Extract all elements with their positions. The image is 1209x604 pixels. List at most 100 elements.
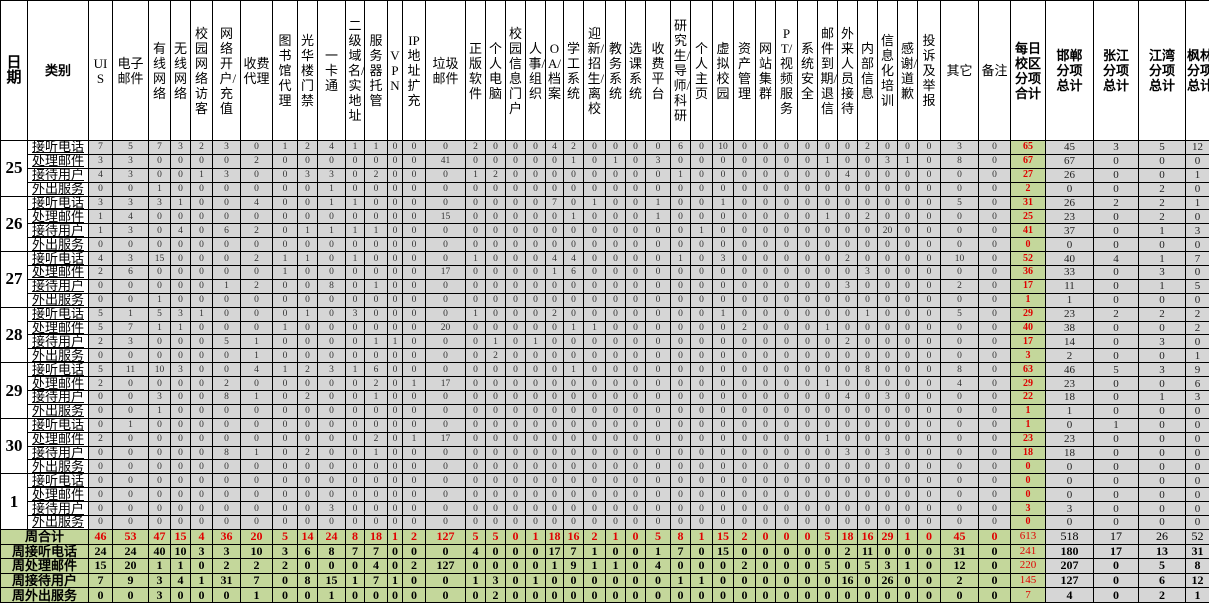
campus-total-cell[interactable]: 1 bbox=[1185, 348, 1209, 364]
data-cell[interactable]: 0 bbox=[978, 417, 1011, 433]
campus-total-cell[interactable]: 38 bbox=[1045, 320, 1094, 336]
summary-cell[interactable]: 3 bbox=[272, 543, 298, 560]
data-cell[interactable]: 0 bbox=[190, 376, 213, 392]
data-cell[interactable]: 0 bbox=[170, 251, 191, 267]
data-cell[interactable]: 0 bbox=[797, 181, 818, 197]
campus-total-cell[interactable]: 0 bbox=[1138, 320, 1186, 336]
data-cell[interactable]: 0 bbox=[465, 362, 486, 378]
data-cell[interactable]: 0 bbox=[345, 487, 365, 503]
data-cell[interactable]: 0 bbox=[345, 445, 365, 461]
data-cell[interactable]: 0 bbox=[190, 223, 213, 239]
summary-cell[interactable]: 0 bbox=[525, 543, 546, 560]
campus-total-cell[interactable]: 2 bbox=[1093, 195, 1139, 211]
data-cell[interactable]: 0 bbox=[345, 153, 365, 169]
summary-cell[interactable]: 0 bbox=[817, 572, 838, 589]
summary-cell[interactable]: 1 bbox=[583, 558, 606, 574]
data-cell[interactable]: 1 bbox=[317, 223, 346, 239]
data-cell[interactable]: 0 bbox=[170, 376, 191, 392]
data-cell[interactable]: 0 bbox=[877, 376, 898, 392]
data-cell[interactable]: 0 bbox=[425, 237, 466, 253]
data-cell[interactable]: 0 bbox=[857, 348, 878, 364]
data-cell[interactable]: 0 bbox=[775, 265, 798, 280]
data-cell[interactable]: 0 bbox=[670, 334, 691, 350]
data-cell[interactable]: 0 bbox=[525, 251, 546, 267]
summary-cell[interactable]: 0 bbox=[545, 587, 564, 603]
data-cell[interactable]: 0 bbox=[690, 431, 713, 447]
summary-cell[interactable]: 16 bbox=[857, 528, 878, 545]
category-cell[interactable]: 外出服务 bbox=[27, 515, 89, 530]
campus-total-cell[interactable]: 0 bbox=[1093, 209, 1139, 225]
summary-campus-cell[interactable]: 180 bbox=[1045, 543, 1094, 560]
data-cell[interactable]: 0 bbox=[485, 153, 506, 169]
summary-cell[interactable]: 11 bbox=[857, 543, 878, 560]
data-cell[interactable]: 0 bbox=[917, 390, 941, 405]
summary-cell[interactable]: 0 bbox=[755, 587, 776, 603]
data-cell[interactable]: 2 bbox=[88, 334, 113, 350]
data-cell[interactable]: 0 bbox=[837, 320, 858, 336]
summary-cell[interactable]: 2 bbox=[402, 558, 426, 574]
data-cell[interactable]: 0 bbox=[857, 459, 878, 475]
data-cell[interactable]: 0 bbox=[775, 209, 798, 225]
data-cell[interactable]: 0 bbox=[625, 140, 646, 155]
data-cell[interactable]: 4 bbox=[240, 195, 273, 211]
data-cell[interactable]: 0 bbox=[645, 403, 671, 419]
data-cell[interactable]: 0 bbox=[978, 251, 1011, 267]
data-cell[interactable]: 0 bbox=[170, 473, 191, 489]
data-cell[interactable]: 0 bbox=[897, 417, 918, 433]
data-cell[interactable]: 0 bbox=[402, 501, 426, 517]
data-cell[interactable]: 0 bbox=[733, 278, 756, 294]
data-cell[interactable]: 0 bbox=[940, 209, 979, 225]
summary-cell[interactable]: 1 bbox=[670, 572, 691, 589]
daily-total-cell[interactable]: 0 bbox=[1010, 515, 1046, 530]
summary-cell[interactable]: 0 bbox=[297, 587, 318, 603]
data-cell[interactable]: 0 bbox=[605, 181, 626, 197]
summary-cell[interactable]: 7 bbox=[240, 572, 273, 589]
data-cell[interactable]: 1 bbox=[690, 223, 713, 239]
data-cell[interactable]: 2 bbox=[240, 153, 273, 169]
data-cell[interactable]: 0 bbox=[465, 278, 486, 294]
summary-cell[interactable]: 5 bbox=[817, 558, 838, 574]
data-cell[interactable]: 0 bbox=[525, 223, 546, 239]
data-cell[interactable]: 0 bbox=[297, 348, 318, 364]
data-cell[interactable]: 0 bbox=[605, 501, 626, 517]
summary-cell[interactable]: 0 bbox=[505, 543, 526, 560]
data-cell[interactable]: 0 bbox=[387, 140, 403, 155]
data-cell[interactable]: 0 bbox=[625, 195, 646, 211]
campus-total-cell[interactable]: 0 bbox=[1138, 445, 1186, 461]
category-cell[interactable]: 处理邮件 bbox=[27, 153, 89, 169]
data-cell[interactable]: 0 bbox=[733, 251, 756, 267]
summary-cell[interactable]: 0 bbox=[387, 543, 403, 560]
data-cell[interactable]: 1 bbox=[190, 306, 213, 322]
data-cell[interactable]: 0 bbox=[897, 445, 918, 461]
data-cell[interactable]: 0 bbox=[212, 473, 241, 489]
data-cell[interactable]: 0 bbox=[755, 251, 776, 267]
data-cell[interactable]: 0 bbox=[272, 403, 298, 419]
data-cell[interactable]: 0 bbox=[545, 473, 564, 489]
data-cell[interactable]: 0 bbox=[317, 417, 346, 433]
campus-total-cell[interactable]: 0 bbox=[1045, 417, 1094, 433]
summary-cell[interactable]: 8 bbox=[317, 543, 346, 560]
data-cell[interactable]: 0 bbox=[605, 445, 626, 461]
data-cell[interactable]: 0 bbox=[917, 181, 941, 197]
data-cell[interactable]: 0 bbox=[978, 362, 1011, 378]
summary-cell[interactable]: 1 bbox=[525, 572, 546, 589]
data-cell[interactable]: 0 bbox=[190, 403, 213, 419]
data-cell[interactable]: 2 bbox=[297, 390, 318, 405]
data-cell[interactable]: 0 bbox=[670, 515, 691, 530]
data-cell[interactable]: 0 bbox=[733, 209, 756, 225]
data-cell[interactable]: 0 bbox=[402, 306, 426, 322]
data-cell[interactable]: 0 bbox=[625, 390, 646, 405]
data-cell[interactable]: 0 bbox=[917, 251, 941, 267]
data-cell[interactable]: 3 bbox=[148, 195, 171, 211]
data-cell[interactable]: 0 bbox=[545, 431, 564, 447]
summary-cell[interactable]: 5 bbox=[645, 528, 671, 545]
data-cell[interactable]: 0 bbox=[645, 390, 671, 405]
campus-total-cell[interactable]: 12 bbox=[1185, 140, 1209, 155]
summary-cell[interactable]: 20 bbox=[112, 558, 149, 574]
data-cell[interactable]: 0 bbox=[190, 390, 213, 405]
data-cell[interactable]: 0 bbox=[297, 403, 318, 419]
campus-total-cell[interactable]: 0 bbox=[1185, 237, 1209, 253]
summary-cell[interactable]: 2 bbox=[940, 572, 979, 589]
data-cell[interactable]: 0 bbox=[940, 445, 979, 461]
data-cell[interactable]: 0 bbox=[857, 501, 878, 517]
